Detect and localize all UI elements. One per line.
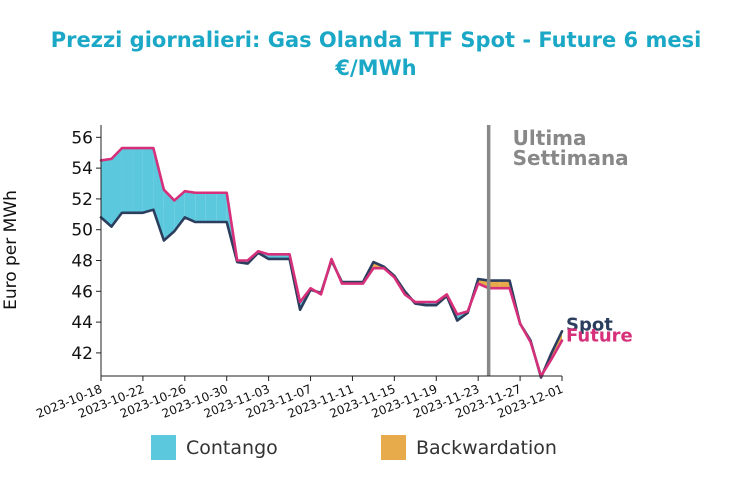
annotation-label-line1: Ultima <box>513 126 587 150</box>
chart-title: Prezzi giornalieri: Gas Olanda TTF Spot … <box>51 28 702 52</box>
contango-area <box>163 189 175 241</box>
legend: Contango Backwardation <box>151 435 557 460</box>
y-tick-label: 44 <box>71 313 93 333</box>
backwardation-area <box>499 280 510 289</box>
contango-area <box>184 191 196 223</box>
y-tick-label: 42 <box>71 344 93 364</box>
legend-label-backwardation: Backwardation <box>416 437 557 459</box>
contango-area <box>216 192 227 223</box>
contango-area <box>111 148 122 227</box>
y-tick-label: 50 <box>71 221 93 241</box>
plot-lines <box>99 146 564 379</box>
annotation-label-line2: Settimana <box>513 146 629 170</box>
contango-area <box>205 192 217 223</box>
contango-area <box>195 192 206 223</box>
contango-area <box>174 191 185 232</box>
y-axis-label: Euro per MWh <box>1 190 21 310</box>
legend-swatch-contango <box>151 435 176 460</box>
y-tick-label: 52 <box>71 190 93 210</box>
y-tick-label: 54 <box>71 159 93 179</box>
series-line-spot <box>99 208 564 379</box>
y-tick-label: 56 <box>71 128 93 148</box>
contango-area <box>132 148 143 213</box>
series-label-spot: Spot <box>566 314 613 335</box>
contango-area <box>121 148 133 213</box>
series-label-future: Future <box>566 326 633 347</box>
backwardation-area <box>488 280 500 289</box>
contango-area <box>142 148 154 213</box>
legend-label-contango: Contango <box>186 437 278 459</box>
contango-area <box>101 158 112 227</box>
contango-area <box>153 148 164 241</box>
y-tick-label: 48 <box>71 252 93 272</box>
y-tick-label: 46 <box>71 282 93 302</box>
chart-subtitle: €/MWh <box>334 56 416 80</box>
legend-swatch-backwardation <box>381 435 406 460</box>
series-line-future <box>99 146 564 378</box>
